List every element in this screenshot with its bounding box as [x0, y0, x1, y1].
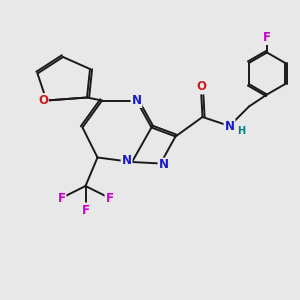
Text: H: H	[237, 125, 245, 136]
Text: F: F	[263, 31, 271, 44]
Text: F: F	[106, 191, 113, 205]
Text: O: O	[196, 80, 206, 94]
Text: N: N	[158, 158, 169, 172]
Text: F: F	[82, 203, 89, 217]
Text: N: N	[131, 94, 142, 107]
Text: N: N	[122, 154, 132, 167]
Text: N: N	[224, 119, 235, 133]
Text: O: O	[38, 94, 48, 107]
Text: F: F	[58, 191, 65, 205]
